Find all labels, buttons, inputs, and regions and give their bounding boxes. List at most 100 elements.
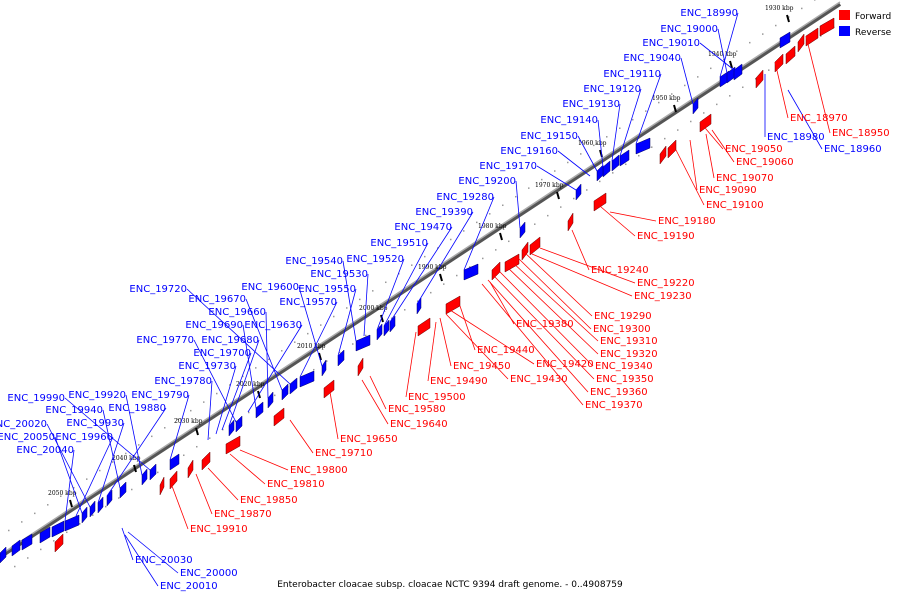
forward-gene [169,470,178,490]
guide-dot [697,76,699,78]
guide-dot [404,309,406,311]
label-leader-line [505,265,599,355]
scale-tick-label: 2040 kbp [112,455,141,462]
reverse-gene [635,137,651,155]
guide-dot [567,161,569,164]
forward-gene [445,295,461,315]
reverse-gene [779,31,791,49]
scale-tick-mark [729,60,733,69]
guide-dot [203,401,205,403]
label-leader-line [247,324,303,413]
label-leader-line [531,253,633,297]
forward-gene [159,476,165,496]
guide-dot [125,452,127,455]
gene-label: ENC_19870 [214,509,272,520]
gene-label: ENC_19920 [68,390,126,401]
label-leader-line [439,317,452,367]
guide-dot [515,195,517,198]
guide-dot [274,394,276,397]
scale-tick-mark [673,104,677,113]
forward-gene [225,435,241,455]
guide-dot [248,411,250,414]
reverse-gene [89,500,96,518]
gene-label: ENC_19070 [716,173,774,184]
gene-label: ENC_19100 [706,200,764,211]
guide-dot [320,324,322,326]
scale-tick-mark [786,14,790,23]
guide-dot [814,0,816,1]
gene-label: ENC_19060 [736,157,794,168]
label-leader-line [186,288,291,385]
label-leader-line [221,352,252,431]
guide-dot [768,69,770,71]
label-leader-line [228,339,260,427]
guide-dot [684,84,686,87]
guide-dot [645,110,647,112]
guide-dot [190,409,192,412]
guide-dot [625,163,627,166]
gene-label: ENC_19290 [594,311,652,322]
guide-dot [599,180,601,183]
label-leader-line [689,139,698,191]
guide-dot [560,206,562,208]
gene-label: ENC_19930 [66,418,124,429]
gene-label: ENC_19050 [725,144,783,155]
gene-label: ENC_19170 [479,161,537,172]
forward-gene [667,139,677,159]
label-leader-line [593,200,636,237]
label-leader-line [75,436,114,517]
label-leader-line [289,419,314,454]
guide-dot [326,360,328,362]
gene-label: ENC_19650 [340,434,398,445]
scale-tick-label: 1930 kbp [765,5,794,12]
forward-gene [273,407,285,427]
guide-dot [424,255,426,258]
gene-label: ENC_20040 [16,445,74,456]
scale-tick-mark [133,464,137,473]
guide-dot [73,486,75,489]
gene-label: ENC_19380 [516,319,574,330]
gene-label: ENC_18990 [680,8,738,19]
reverse-gene [0,546,7,564]
gene-label: ENC_20000 [180,568,238,579]
label-leader-line [239,449,289,471]
label-leader-line [539,247,636,284]
scale-tick-label: 1960 kbp [578,140,607,147]
guide-dot [222,428,224,431]
gene-label: ENC_19520 [346,254,404,265]
label-leader-line [675,149,705,206]
guide-dot [151,435,153,438]
forward-gene [819,17,835,37]
reverse-gene [692,97,699,115]
forward-gene [593,192,607,212]
gene-label: ENC_19600 [241,282,299,293]
guide-dot [118,497,120,499]
reverse-gene [64,514,80,532]
forward-gene [54,533,64,553]
guide-dot [619,127,621,129]
label-leader-line [125,394,143,476]
reverse-gene [228,419,235,437]
reverse-gene [463,263,479,281]
label-leader-line [383,242,429,327]
label-leader-line [680,57,694,105]
guide-dot [801,7,803,10]
reverse-gene [619,149,630,167]
reverse-gene [81,506,88,524]
label-leader-line [376,258,405,331]
guide-dot [27,557,29,559]
gene-label: ENC_18950 [832,128,890,139]
guide-dot [216,392,218,395]
label-leader-line [64,449,75,522]
scale-tick-mark [380,314,384,323]
label-leader-line [699,121,724,150]
reverse-gene [611,154,620,172]
guide-dot [456,274,458,277]
guide-dot [450,238,452,241]
guide-dot [606,136,608,138]
guide-dot [378,326,380,328]
gene-label: ENC_19450 [453,361,511,372]
legend-reverse-label: Reverse [855,28,892,38]
reverse-gene [733,63,743,81]
legend-forward-label: Forward [855,12,891,22]
